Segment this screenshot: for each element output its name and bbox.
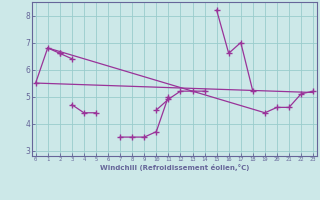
X-axis label: Windchill (Refroidissement éolien,°C): Windchill (Refroidissement éolien,°C) — [100, 164, 249, 171]
